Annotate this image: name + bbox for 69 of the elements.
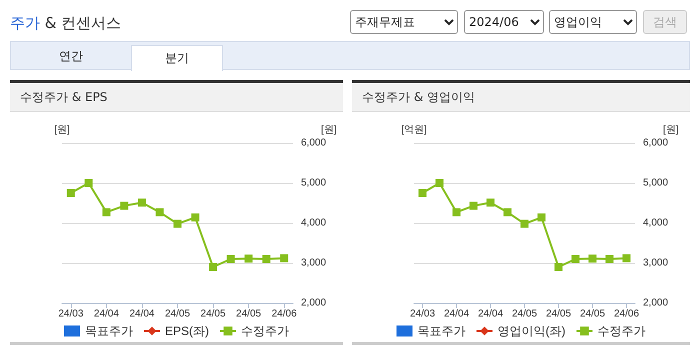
- point: [191, 213, 200, 222]
- text: 주가 & 컨센서스: [10, 14, 122, 32]
- point: [66, 189, 75, 197]
- x-tick-label: 24/04: [129, 308, 155, 320]
- text: 영업이익: [549, 10, 637, 34]
- y2-tick-label: 5,000: [301, 178, 326, 188]
- point: [244, 254, 253, 263]
- y2-axis-title: [원]: [321, 124, 337, 136]
- legend-label: 영업이익(좌): [498, 324, 566, 338]
- point: [452, 208, 460, 216]
- point: [622, 254, 630, 262]
- point: [84, 179, 93, 187]
- point: [156, 208, 164, 216]
- y2-tick-label: 4,000: [643, 218, 668, 228]
- point: [418, 189, 426, 197]
- text: 2024/06: [464, 10, 544, 34]
- x-tick-label: 24/04: [478, 308, 504, 320]
- y2-tick-label: 2,000: [301, 298, 326, 308]
- x-tick-label: 24/06: [272, 308, 298, 320]
- point: [226, 255, 235, 263]
- point: [486, 198, 494, 207]
- text: 연간: [58, 48, 84, 65]
- chart-title: 수정주가 & EPS: [10, 80, 343, 112]
- point: [520, 220, 528, 228]
- point: [120, 202, 128, 210]
- x-tick-label: 24/05: [200, 308, 226, 320]
- y2-tick-label: 6,000: [301, 138, 326, 148]
- y2-tick-label: 2,000: [643, 298, 668, 308]
- text: 검색: [643, 10, 687, 34]
- legend-label: EPS(좌): [165, 324, 210, 338]
- y2-tick-label: 3,000: [301, 258, 326, 268]
- legend-label: 목표주가: [418, 324, 466, 338]
- point: [280, 254, 288, 262]
- point: [554, 263, 562, 271]
- point: [538, 213, 546, 222]
- y2-tick-label: 6,000: [643, 138, 668, 148]
- point: [436, 179, 444, 187]
- y-axis-title: [억원]: [401, 124, 427, 136]
- x-tick-label: 24/05: [164, 308, 190, 320]
- x-tick-label: 24/05: [580, 308, 606, 320]
- x-tick-label: 24/05: [512, 308, 538, 320]
- y2-axis-title: [원]: [663, 124, 679, 136]
- legend-label: 목표주가: [85, 324, 133, 338]
- point: [572, 255, 580, 263]
- point: [138, 198, 146, 207]
- y2-tick-label: 3,000: [643, 258, 668, 268]
- legend-label: 수정주가: [241, 324, 289, 338]
- x-tick-label: 24/06: [614, 308, 640, 320]
- legend-label: 수정주가: [597, 324, 646, 338]
- y2-tick-label: 5,000: [643, 178, 668, 188]
- x-tick-label: 24/04: [444, 308, 470, 320]
- x-tick-label: 24/05: [546, 308, 572, 320]
- y2-tick-label: 4,000: [301, 218, 326, 228]
- x-tick-label: 24/03: [58, 308, 84, 320]
- y-axis-title: [원]: [54, 124, 70, 136]
- x-tick-label: 24/04: [94, 308, 120, 320]
- point: [174, 220, 182, 228]
- x-tick-label: 24/05: [236, 308, 262, 320]
- point: [102, 208, 110, 216]
- point: [209, 263, 218, 271]
- point: [470, 202, 478, 210]
- point: [262, 255, 270, 263]
- point: [606, 255, 614, 263]
- x-tick-label: 24/03: [410, 308, 436, 320]
- text: 주재무제표: [350, 10, 458, 34]
- point: [504, 208, 512, 216]
- text: 분기: [131, 45, 223, 71]
- chart-title: 수정주가 & 영업이익: [352, 80, 690, 112]
- point: [588, 254, 596, 263]
